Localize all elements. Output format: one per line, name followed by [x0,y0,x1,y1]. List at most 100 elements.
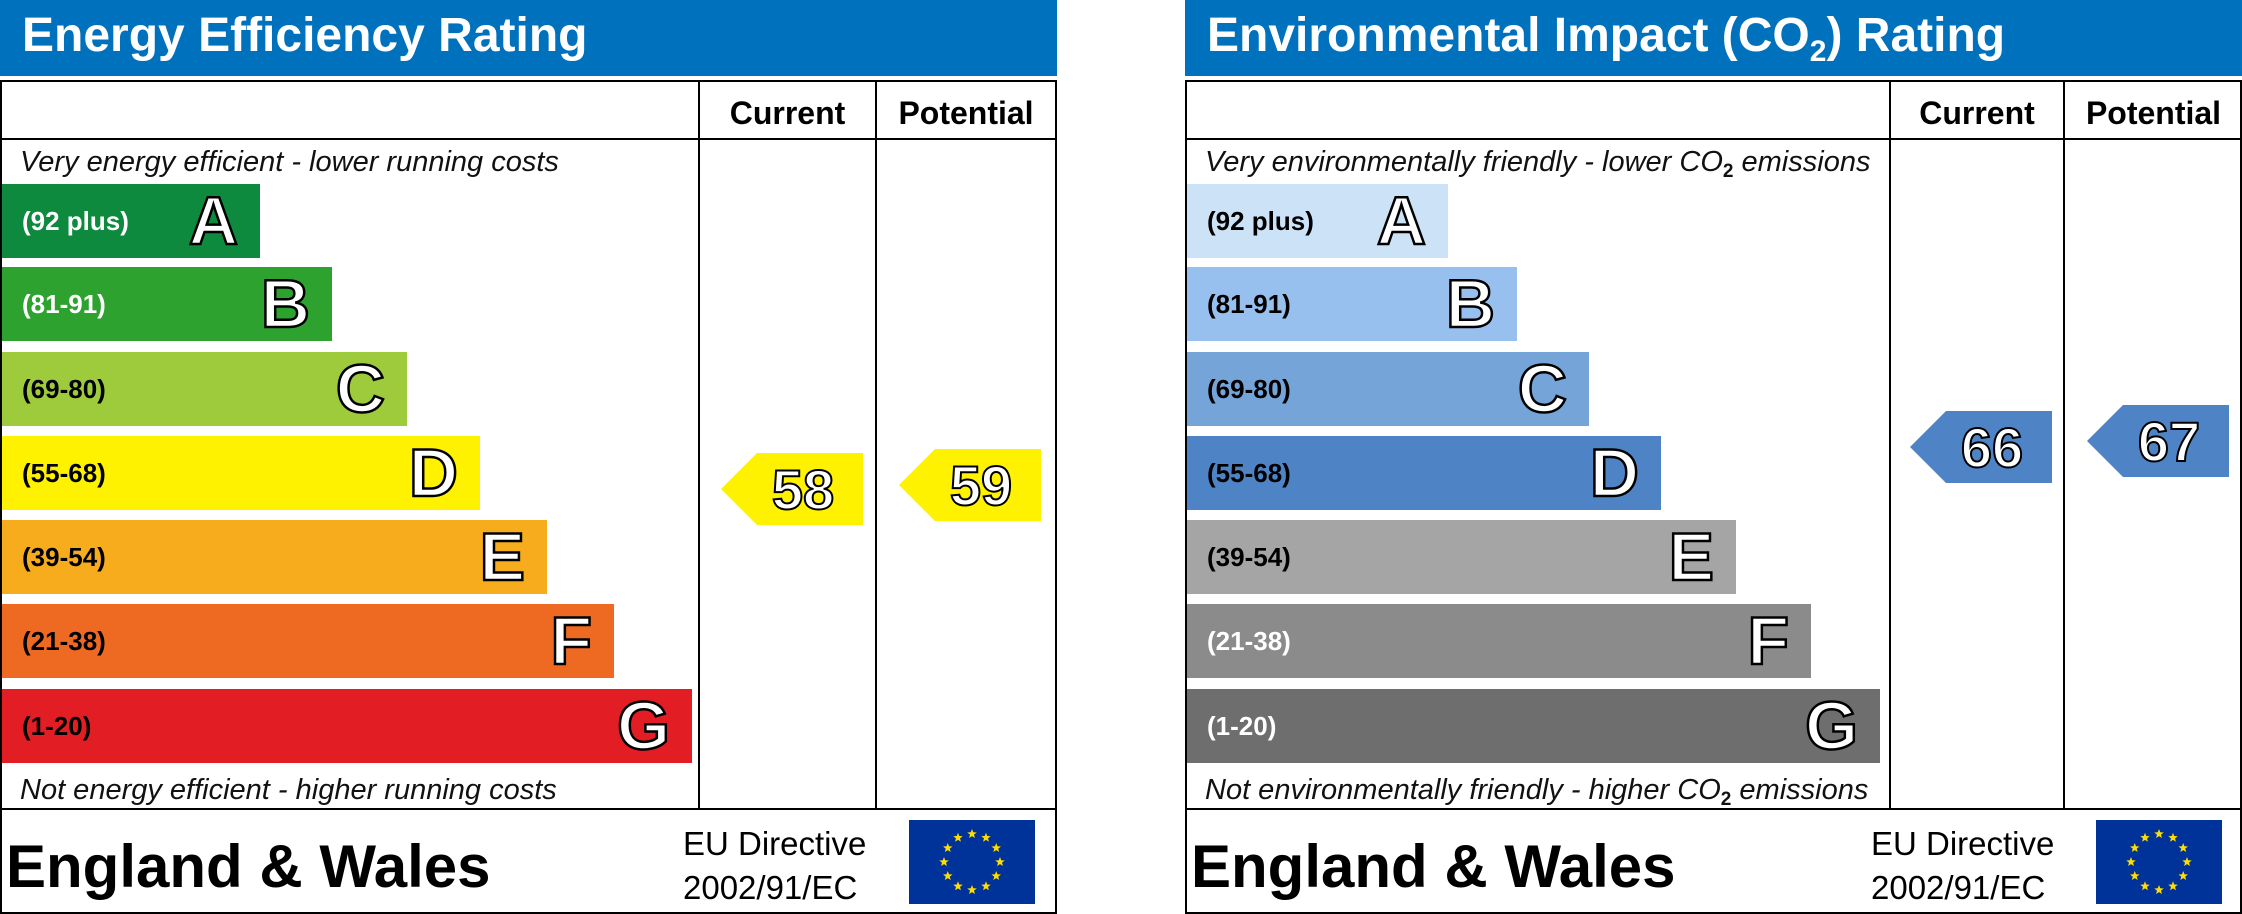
environmental-impact-panel: Environmental Impact (CO2) Rating Curren… [1185,0,2242,914]
divider [1889,80,1891,810]
band-letter: G [1804,688,1859,765]
env-bottom-note-pre: Not environmentally friendly - higher CO [1205,774,1721,806]
band-letter: D [1589,435,1641,512]
energy-bottom-note: Not energy efficient - higher running co… [20,774,557,806]
env-title-sub: 2 [1809,35,1827,68]
energy-top-note: Very energy efficient - lower running co… [20,146,559,178]
eu-stars [939,829,1005,895]
eu-star [991,843,1001,853]
band-range-label: (39-54) [1207,542,1291,572]
energy-potential-header: Potential [898,95,1034,131]
band-e: (39-54) E [2,519,547,596]
band-g: (1-20) G [2,688,692,765]
rating-arrow-shape [1910,411,2052,483]
band-range-label: (55-68) [22,458,106,488]
band-range-label: (21-38) [22,626,106,656]
energy-directive: EU Directive 2002/91/EC [683,822,866,910]
env-top-note: Very environmentally friendly - lower CO… [1205,146,1870,183]
rating-arrow-value: 67 [2137,410,2199,473]
rating-arrow-shape [2086,405,2229,477]
band-letter: C [1517,351,1569,428]
divider [1185,808,2242,810]
eu-star [2168,832,2178,842]
directive-line2: 2002/91/EC [1871,869,2046,906]
energy-efficiency-panel: Energy Efficiency Rating Current Potenti… [0,0,1057,914]
band-range-label: (69-80) [1207,374,1291,404]
env-bottom-note: Not environmentally friendly - higher CO… [1205,774,1868,811]
band-letter: G [616,688,671,765]
eu-star [2130,871,2140,881]
rating-arrow-shape [899,449,1041,521]
band-a: (92 plus) A [2,183,260,260]
band-f: (21-38) F [2,603,614,680]
eu-star [2154,885,2164,895]
band-range-label: (1-20) [22,711,92,741]
band-e: (39-54) E [1187,519,1736,596]
energy-current-header: Current [729,95,846,131]
band-letter: E [478,519,526,596]
env-current-header: Current [1919,95,2035,131]
band-letter: E [1667,519,1715,596]
potential-rating-arrow: 67 [2086,405,2229,477]
divider [0,138,1057,140]
band-range-label: (1-20) [1207,711,1277,741]
eu-flag-icon [909,820,1035,904]
band-letter: F [549,603,593,680]
directive-line2: 2002/91/EC [683,869,858,906]
potential-rating-arrow: 59 [899,449,1041,521]
eu-star [2140,881,2150,891]
env-footer-title: England & Wales [1191,833,1676,900]
env-directive: EU Directive 2002/91/EC [1871,822,2054,910]
energy-footer-title: England & Wales [6,833,491,900]
directive-line1: EU Directive [1871,825,2055,862]
env-bottom-note-post: emissions [1731,774,1869,806]
band-b: (81-91) B [1187,266,1517,343]
eu-star [2178,843,2188,853]
band-range-label: (81-91) [22,289,106,319]
eu-star [2126,857,2136,867]
rating-arrow-value: 58 [771,458,833,521]
divider [1185,138,2242,140]
band-f: (21-38) F [1187,603,1811,679]
band-range-label: (92 plus) [22,206,129,236]
eu-star [953,881,963,891]
directive-line1: EU Directive [683,825,867,862]
band-letter: D [408,435,460,512]
band-letter: A [1376,183,1428,260]
rating-arrow-value: 66 [1961,416,2023,479]
divider [2063,80,2065,810]
band-range-label: (55-68) [1207,458,1291,488]
env-potential-header: Potential [2085,95,2222,131]
eu-star [939,857,949,867]
current-rating-arrow: 58 [720,453,863,525]
env-top-note-pre: Very environmentally friendly - lower CO [1205,146,1723,178]
env-title-post: ) Rating [1826,9,2006,62]
eu-star [943,843,953,853]
eu-star [967,829,977,839]
band-d: (55-68) D [2,435,480,512]
eu-star [991,871,1001,881]
env-bottom-note-sub: 2 [1720,789,1732,810]
eu-star [2168,881,2178,891]
env-top-note-sub: 2 [1722,161,1734,182]
env-frame [1185,80,2242,914]
eu-star [943,871,953,881]
eu-star [995,857,1005,867]
eu-star [2154,829,2164,839]
eu-star [2130,843,2140,853]
band-c: (69-80) C [1187,351,1589,428]
divider [698,80,700,810]
divider [875,80,877,810]
eu-star [2182,857,2192,867]
eu-flag-icon [2096,820,2222,904]
env-top-note-post: emissions [1733,146,1871,178]
band-letter: B [1445,266,1497,343]
band-a: (92 plus) A [1187,183,1448,260]
eu-star [953,832,963,842]
env-title-pre: Environmental Impact (CO [1207,9,1810,62]
divider [0,808,1057,810]
band-letter: A [188,183,240,260]
band-range-label: (21-38) [1207,626,1291,656]
eu-star [2178,871,2188,881]
band-c: (69-80) C [2,351,407,427]
